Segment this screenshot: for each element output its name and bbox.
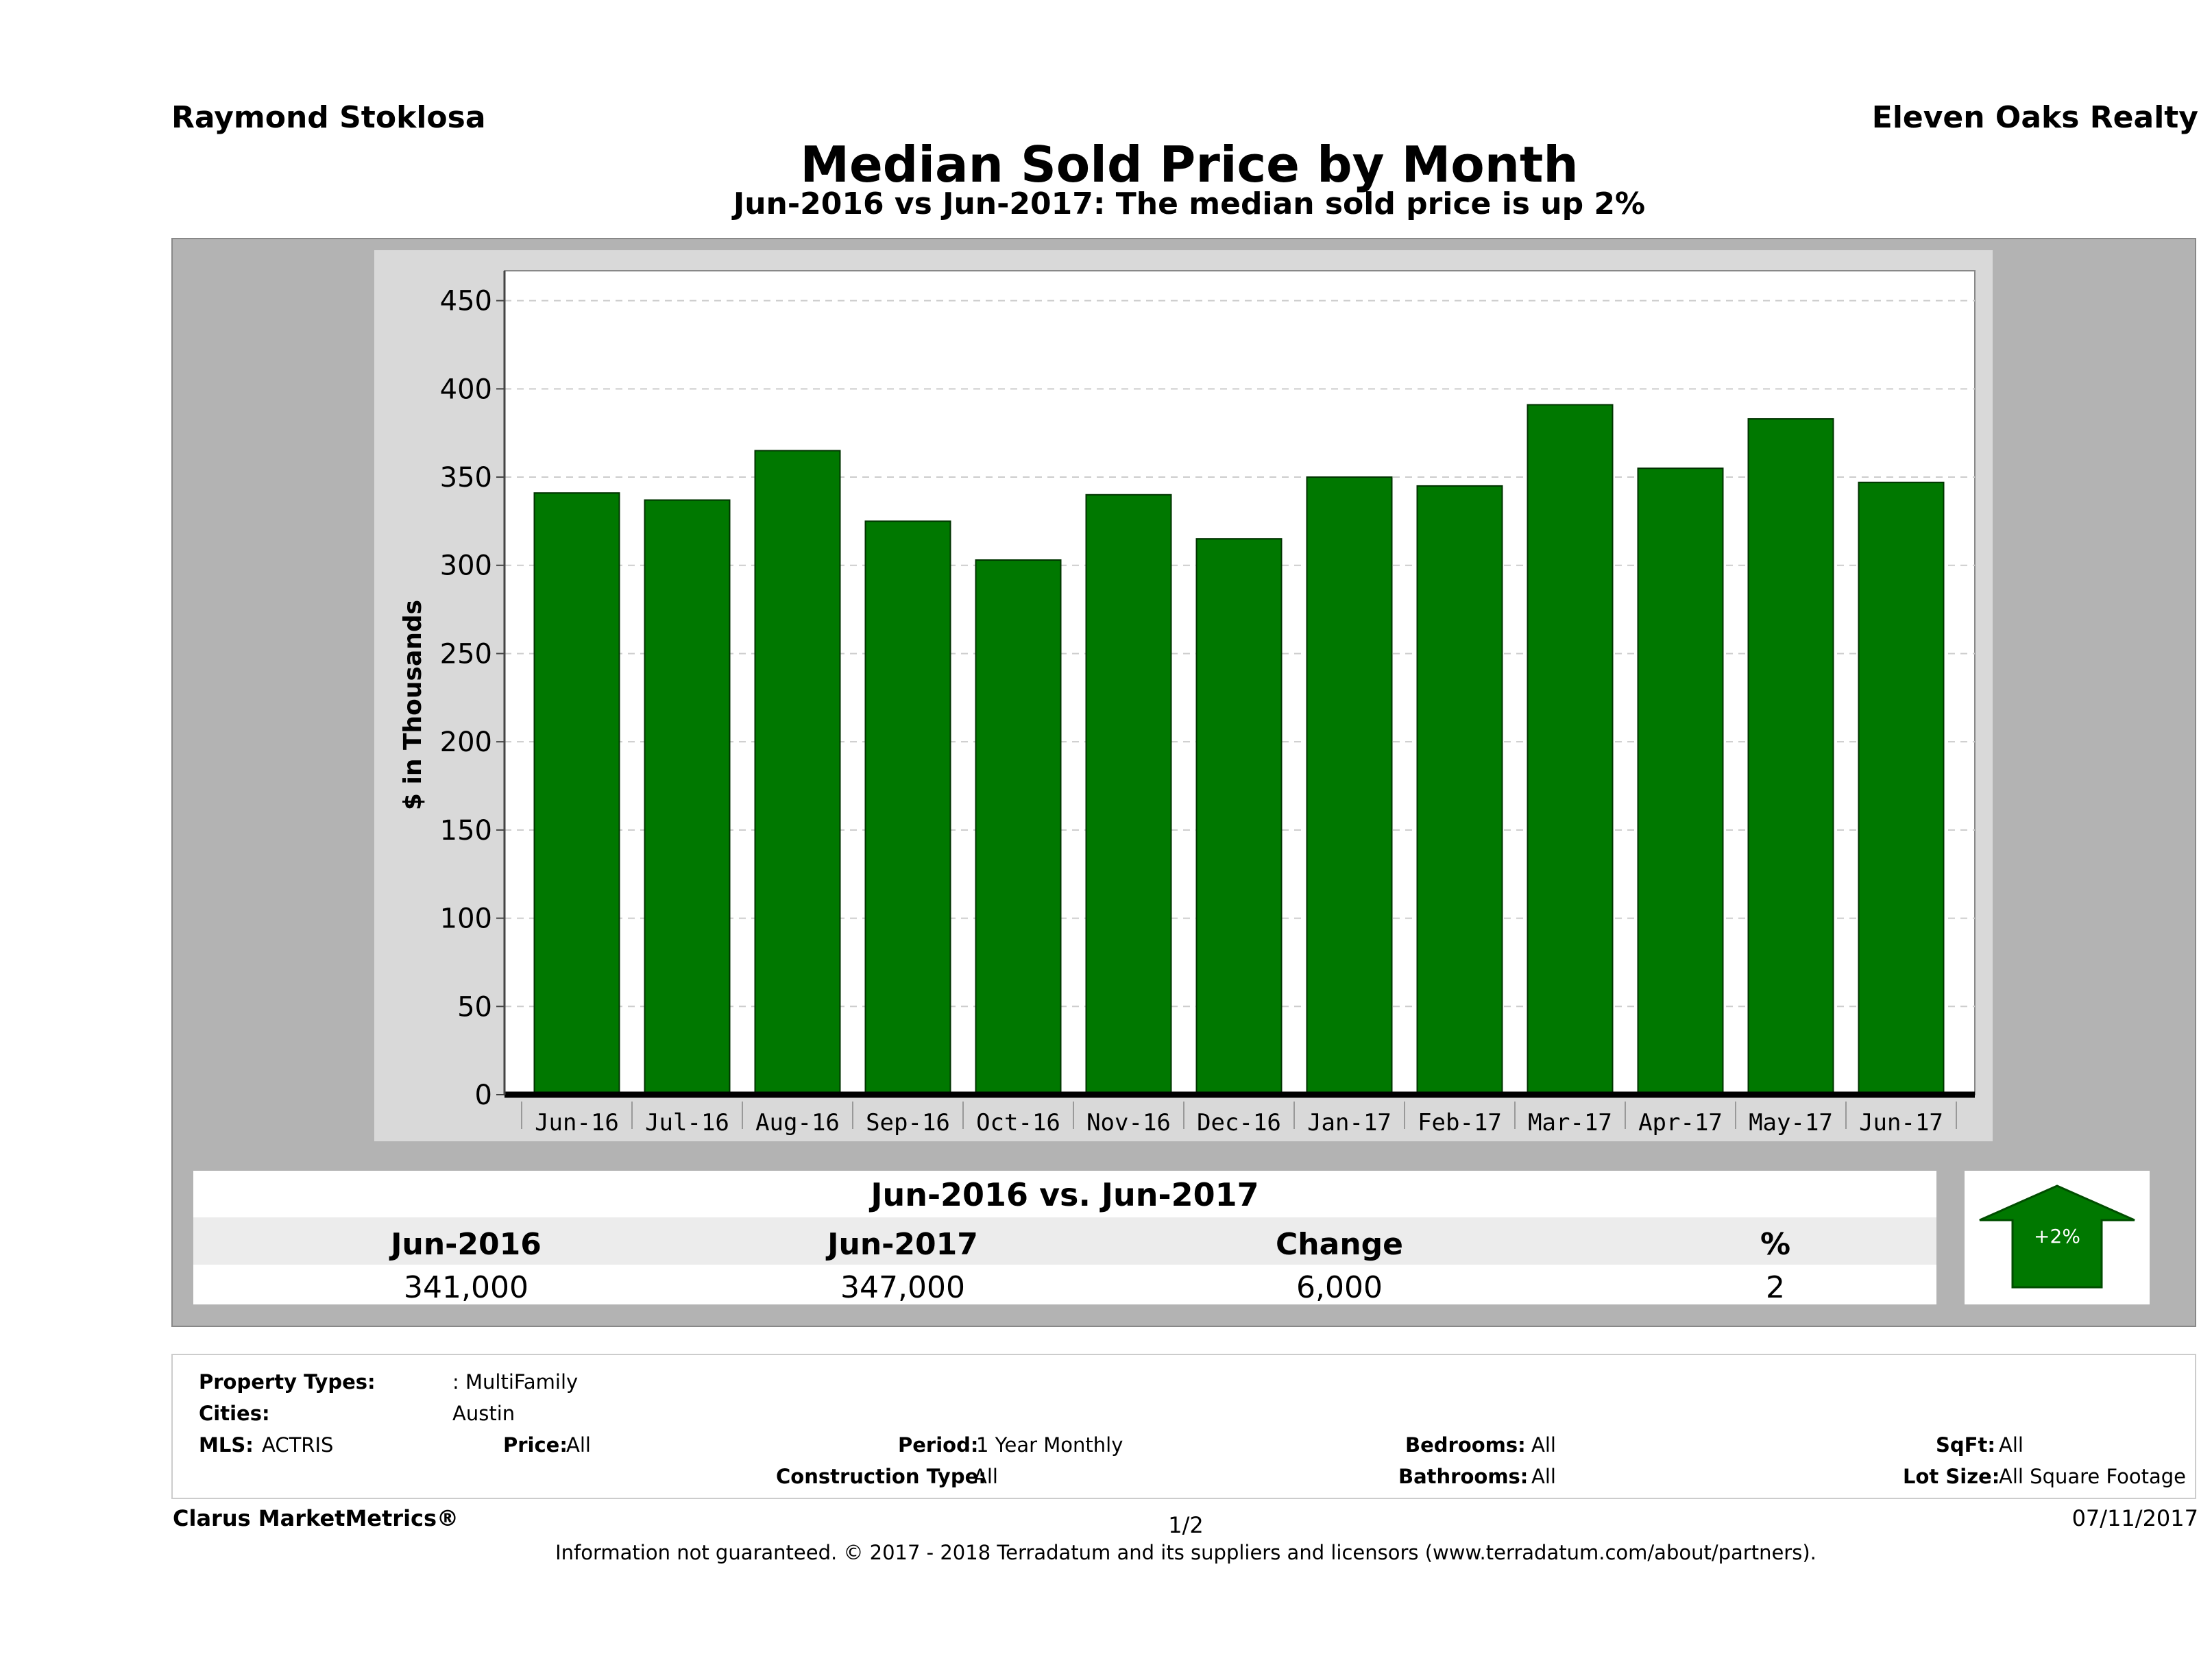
y-tick-label: 150 xyxy=(440,815,492,847)
lot-size-label: Lot Size: xyxy=(1903,1465,2000,1488)
bar-aug-16 xyxy=(754,450,841,1095)
cities-value: Austin xyxy=(452,1402,515,1425)
y-axis-label: $ in Thousands xyxy=(399,600,427,810)
bar-jun-16 xyxy=(533,492,620,1095)
bathrooms-value: All xyxy=(1531,1465,1556,1488)
bar-oct-16 xyxy=(975,559,1062,1095)
bar-mar-17 xyxy=(1527,404,1614,1096)
lot-size-value: All Square Footage xyxy=(1999,1465,2187,1488)
x-tick-label: Jan-17 xyxy=(1307,1109,1391,1136)
x-tick-label: Jun-16 xyxy=(535,1109,619,1136)
filter-summary: Property Types: : MultiFamily Cities: Au… xyxy=(171,1354,2196,1499)
bar-sep-16 xyxy=(864,520,951,1095)
x-tick-label: Jul-16 xyxy=(645,1109,729,1136)
x-tick-label: Feb-17 xyxy=(1418,1109,1502,1136)
property-types-value: : MultiFamily xyxy=(452,1370,579,1394)
price-value: All xyxy=(566,1433,591,1457)
y-tick-label: 400 xyxy=(440,374,492,405)
header-jun-2016: Jun-2016 xyxy=(391,1227,542,1262)
bedrooms-value: All xyxy=(1531,1433,1556,1457)
value-jun-2017: 347,000 xyxy=(840,1270,965,1305)
brand-name: Clarus MarketMetrics® xyxy=(173,1505,459,1531)
comparison-value-row xyxy=(193,1265,1936,1304)
page-number: 1/2 xyxy=(1168,1512,1204,1538)
header-percent: % xyxy=(1760,1227,1791,1262)
bar-apr-17 xyxy=(1637,467,1724,1095)
disclaimer: Information not guaranteed. © 2017 - 201… xyxy=(555,1541,1816,1564)
bar-dec-16 xyxy=(1195,538,1283,1095)
x-tick-label: Jun-17 xyxy=(1859,1109,1943,1136)
price-label: Price: xyxy=(503,1433,568,1457)
bar-jul-16 xyxy=(644,499,731,1095)
chart-subtitle: Jun-2016 vs Jun-2017: The median sold pr… xyxy=(733,186,1646,221)
change-indicator: +2% xyxy=(1965,1171,2150,1304)
y-tick-label: 200 xyxy=(440,727,492,758)
agent-name: Raymond Stoklosa xyxy=(171,100,486,135)
construction-type-value: All xyxy=(973,1465,998,1488)
y-tick-label: 350 xyxy=(440,462,492,494)
y-tick-label: 250 xyxy=(440,638,492,670)
sqft-label: SqFt: xyxy=(1936,1433,1995,1457)
y-tick-label: 50 xyxy=(457,991,492,1023)
up-arrow-icon: +2% xyxy=(1979,1184,2135,1289)
y-tick-label: 100 xyxy=(440,903,492,935)
comparison-title-row xyxy=(193,1171,1936,1217)
y-tick-label: 300 xyxy=(440,550,492,582)
company-name: Eleven Oaks Realty xyxy=(1871,100,2198,135)
x-tick-label: Apr-17 xyxy=(1638,1109,1723,1136)
chart-title: Median Sold Price by Month xyxy=(800,136,1579,193)
bathrooms-label: Bathrooms: xyxy=(1398,1465,1529,1488)
x-tick-label: Sep-16 xyxy=(866,1109,950,1136)
change-badge: +2% xyxy=(2034,1225,2080,1248)
header-change: Change xyxy=(1276,1227,1403,1262)
x-tick-label: Oct-16 xyxy=(976,1109,1060,1136)
x-tick-label: Nov-16 xyxy=(1086,1109,1171,1136)
chart-area: 0 50 100 150 200 250 300 350 400 450 Jun-16 Jul-16 A… xyxy=(374,250,1993,1141)
bar-jun-17 xyxy=(1858,481,1945,1096)
bedrooms-label: Bedrooms: xyxy=(1405,1433,1526,1457)
x-tick-label: Mar-17 xyxy=(1528,1109,1612,1136)
sqft-value: All xyxy=(1999,1433,2023,1457)
header-jun-2017: Jun-2017 xyxy=(827,1227,978,1262)
x-tick-label: May-17 xyxy=(1749,1109,1833,1136)
construction-type-label: Construction Type: xyxy=(776,1465,986,1488)
cities-label: Cities: xyxy=(199,1402,270,1425)
report-date: 07/11/2017 xyxy=(2071,1505,2198,1531)
period-label: Period: xyxy=(898,1433,979,1457)
value-percent: 2 xyxy=(1766,1270,1785,1305)
x-tick-label: Dec-16 xyxy=(1197,1109,1281,1136)
mls-value: ACTRIS xyxy=(262,1433,334,1457)
comparison-title: Jun-2016 vs. Jun-2017 xyxy=(871,1176,1259,1213)
bar-jan-17 xyxy=(1306,476,1393,1095)
bar-feb-17 xyxy=(1416,485,1503,1096)
mls-label: MLS: xyxy=(199,1433,254,1457)
y-tick-label: 0 xyxy=(475,1080,492,1111)
value-change: 6,000 xyxy=(1296,1270,1383,1305)
bar-chart: 0 50 100 150 200 250 300 350 400 450 Jun-16 Jul-16 A… xyxy=(399,270,1976,1136)
bar-may-17 xyxy=(1747,418,1834,1096)
x-tick-label: Aug-16 xyxy=(755,1109,840,1136)
value-jun-2016: 341,000 xyxy=(404,1270,528,1305)
comparison-table: Jun-2016 vs. Jun-2017 Jun-2016 Jun-2017 … xyxy=(193,1171,1936,1305)
period-value: 1 Year Monthly xyxy=(976,1433,1123,1457)
y-tick-label: 450 xyxy=(440,286,492,317)
bar-nov-16 xyxy=(1085,494,1172,1096)
property-types-label: Property Types: xyxy=(199,1370,376,1394)
